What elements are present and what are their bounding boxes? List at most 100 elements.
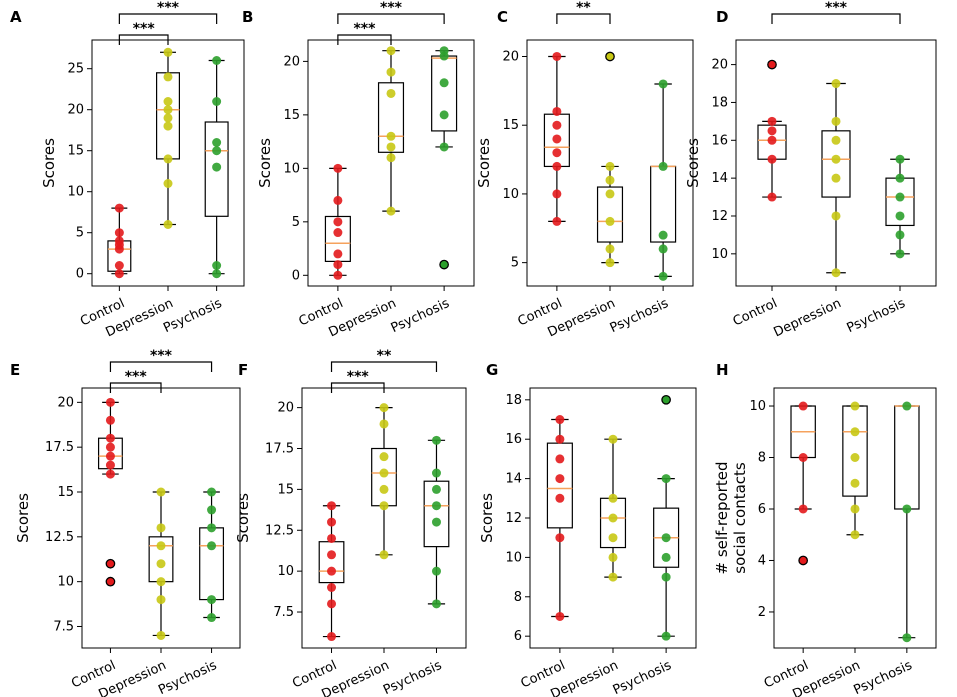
x-tick-label: Psychosis: [381, 658, 444, 697]
significance-bracket: [109, 361, 213, 372]
data-point: [163, 97, 173, 106]
data-point: [156, 523, 166, 533]
y-tick-label: 20: [67, 103, 84, 118]
data-point: [798, 401, 808, 411]
data-point: [105, 415, 115, 425]
data-point: [379, 403, 389, 413]
x-tick-label: Depression: [771, 296, 843, 340]
data-point: [105, 433, 115, 443]
y-tick-label: 6: [758, 502, 766, 517]
data-point: [831, 211, 841, 221]
data-point: [163, 121, 173, 131]
significance-bracket: [118, 34, 169, 45]
data-point: [379, 452, 389, 462]
significance-label: ***: [380, 0, 403, 16]
data-point: [555, 611, 565, 621]
iqr-box: [377, 82, 405, 153]
data-point: [552, 216, 562, 226]
box-depression: [371, 403, 397, 560]
box-control: [107, 203, 132, 279]
data-point: [386, 206, 396, 216]
y-axis-label: Scores: [40, 138, 58, 188]
box-psychosis: [431, 46, 458, 270]
box-psychosis: [894, 401, 920, 643]
y-axis-label-line: social contacts: [731, 462, 749, 574]
y-tick-label: 15: [283, 108, 300, 123]
data-point: [386, 88, 396, 98]
y-tick-label: 10: [67, 185, 84, 200]
data-point: [327, 599, 337, 609]
data-point: [902, 504, 912, 514]
y-tick-label: 5: [511, 256, 519, 271]
y-tick-label: 8: [758, 451, 766, 466]
significance-label: ***: [353, 21, 376, 37]
data-point: [831, 135, 841, 145]
significance-bracket: [330, 361, 438, 372]
data-point: [379, 419, 389, 429]
data-point: [379, 484, 389, 494]
x-tick-label: Psychosis: [845, 296, 908, 336]
box-psychosis: [204, 56, 229, 279]
panel-a: A0510152025ScoresControlDepressionPsycho…: [10, 0, 245, 340]
significance-label: ***: [125, 369, 148, 385]
data-point: [156, 487, 166, 497]
box-depression: [156, 47, 181, 229]
data-point: [386, 142, 396, 152]
y-tick-label: 18: [711, 95, 728, 110]
y-axis-label-line: Scores: [256, 138, 274, 188]
data-point: [105, 460, 115, 470]
y-tick-label: 10: [502, 187, 519, 202]
iqr-box: [199, 527, 225, 601]
data-point: [555, 493, 565, 503]
y-tick-label: 4: [758, 553, 766, 568]
iqr-box: [423, 480, 450, 548]
significance-label: ***: [347, 369, 370, 385]
y-axis-label-line: # self-reported: [713, 462, 731, 575]
data-point: [333, 249, 343, 259]
data-point: [327, 582, 337, 592]
data-point: [212, 97, 222, 106]
y-axis-label: # self-reportedsocial contacts: [713, 462, 749, 575]
y-axis-label-line: Scores: [475, 138, 493, 188]
data-point: [327, 533, 337, 543]
data-point: [431, 484, 441, 494]
data-point: [156, 559, 166, 569]
x-tick-label: Psychosis: [389, 296, 452, 336]
data-point: [163, 47, 173, 57]
box-control: [757, 59, 787, 202]
data-point: [207, 505, 217, 515]
outlier-point: [105, 558, 116, 569]
significance-label: **: [576, 0, 591, 16]
y-tick-label: 15: [277, 482, 294, 497]
data-point: [850, 530, 860, 540]
panel-label: D: [716, 8, 728, 26]
data-point: [850, 453, 860, 463]
data-point: [798, 453, 808, 463]
box-control: [790, 401, 816, 566]
data-point: [895, 154, 905, 164]
y-axis-label-line: Scores: [234, 493, 252, 543]
y-axis-label: Scores: [475, 138, 493, 188]
outlier-point: [105, 576, 116, 587]
data-point: [379, 501, 389, 511]
data-point: [831, 173, 841, 183]
panel-label: E: [10, 361, 20, 379]
data-point: [156, 577, 166, 587]
data-point: [156, 630, 166, 640]
y-tick-label: 10: [749, 399, 766, 414]
significance-bracket: [118, 13, 218, 24]
data-point: [439, 142, 449, 152]
data-point: [163, 154, 173, 164]
data-point: [105, 442, 115, 452]
significance-label: ***: [825, 0, 848, 16]
y-tick-label: 5: [76, 226, 84, 241]
y-tick-label: 7.5: [53, 619, 74, 634]
x-tick-label: Psychosis: [611, 658, 674, 697]
iqr-box: [318, 541, 345, 584]
data-point: [327, 550, 337, 560]
y-tick-label: 25: [67, 62, 84, 77]
box-psychosis: [650, 79, 677, 281]
y-tick-label: 15: [57, 485, 74, 500]
data-point: [850, 427, 860, 437]
data-point: [661, 474, 671, 484]
